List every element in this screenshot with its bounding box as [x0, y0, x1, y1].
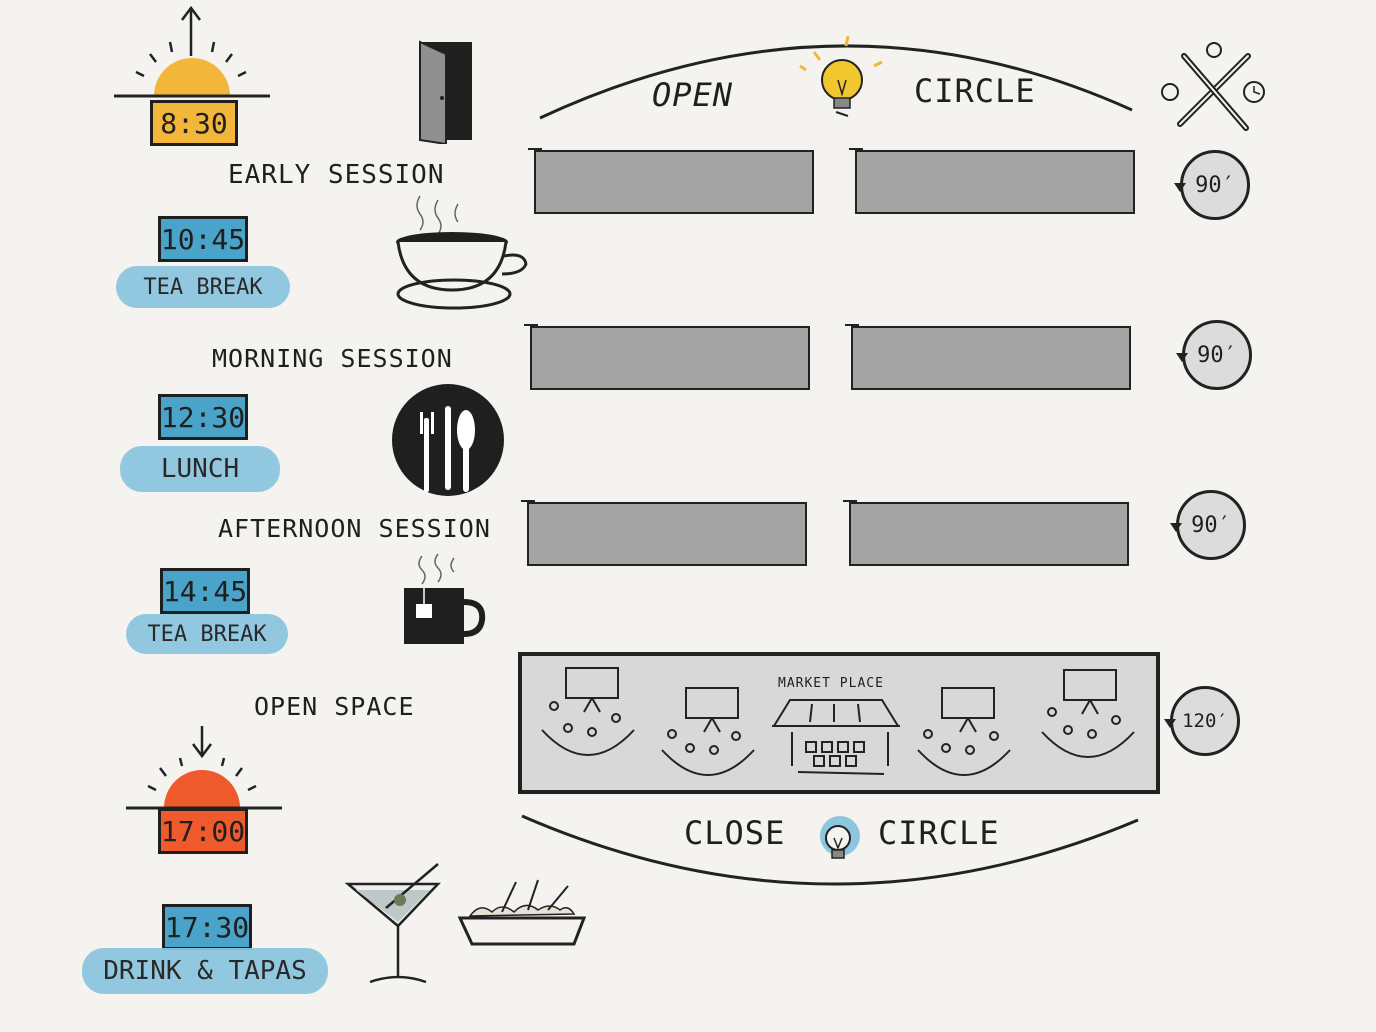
time-1045: 10:45	[158, 216, 248, 262]
lunch-label: LUNCH	[120, 446, 280, 492]
market-place-label: MARKET PLACE	[778, 676, 884, 691]
cutlery-icon	[392, 384, 504, 496]
open-space-groups	[541, 667, 1135, 776]
open-space-label: OPEN SPACE	[254, 692, 415, 721]
timer-open-space: 120 ′	[1164, 686, 1240, 756]
tapas-icon	[457, 879, 587, 946]
time-1445: 14:45	[160, 568, 250, 614]
open-label: OPEN	[652, 76, 734, 114]
session-slot-early-2[interactable]	[849, 148, 1135, 214]
tools-icon	[1161, 42, 1265, 131]
session-slot-morning-2[interactable]	[845, 324, 1131, 390]
time-1730: 17:30	[162, 904, 252, 950]
teacup-icon	[396, 195, 528, 310]
door-icon	[419, 40, 472, 144]
tea-break-label: TEA BREAK	[116, 266, 290, 308]
bottom-arc	[521, 814, 1139, 886]
circle-label: CIRCLE	[914, 72, 1036, 110]
sunrise-icon	[114, 5, 270, 98]
tea-break-2-label: TEA BREAK	[126, 614, 288, 654]
session-slot-early-1[interactable]	[528, 148, 814, 214]
time-830: 8:30	[150, 100, 238, 146]
open-space-market: MARKET PLACE	[518, 652, 1160, 794]
session-slot-afternoon-2[interactable]	[843, 500, 1129, 566]
close-label: CLOSE	[684, 814, 786, 852]
time-1230: 12:30	[158, 394, 248, 440]
top-arc	[539, 44, 1133, 120]
close-circle-label: CIRCLE	[878, 814, 1000, 852]
session-slot-afternoon-1[interactable]	[521, 500, 807, 566]
close-lightbulb-icon	[820, 816, 860, 859]
cocktail-icon	[344, 863, 441, 984]
afternoon-session-label: AFTERNOON SESSION	[218, 514, 491, 543]
session-slot-morning-1[interactable]	[524, 324, 810, 390]
timer-early: 90 ′	[1174, 150, 1250, 220]
lightbulb-icon	[799, 36, 883, 117]
mug-icon	[404, 553, 486, 644]
morning-session-label: MORNING SESSION	[212, 344, 453, 373]
time-1700: 17:00	[158, 808, 248, 854]
timer-afternoon: 90 ′	[1170, 490, 1246, 560]
early-session-label: EARLY SESSION	[228, 160, 445, 190]
drink-tapas-label: DRINK & TAPAS	[82, 948, 328, 994]
sunset-icon	[126, 726, 282, 810]
timer-morning: 90 ′	[1176, 320, 1252, 390]
